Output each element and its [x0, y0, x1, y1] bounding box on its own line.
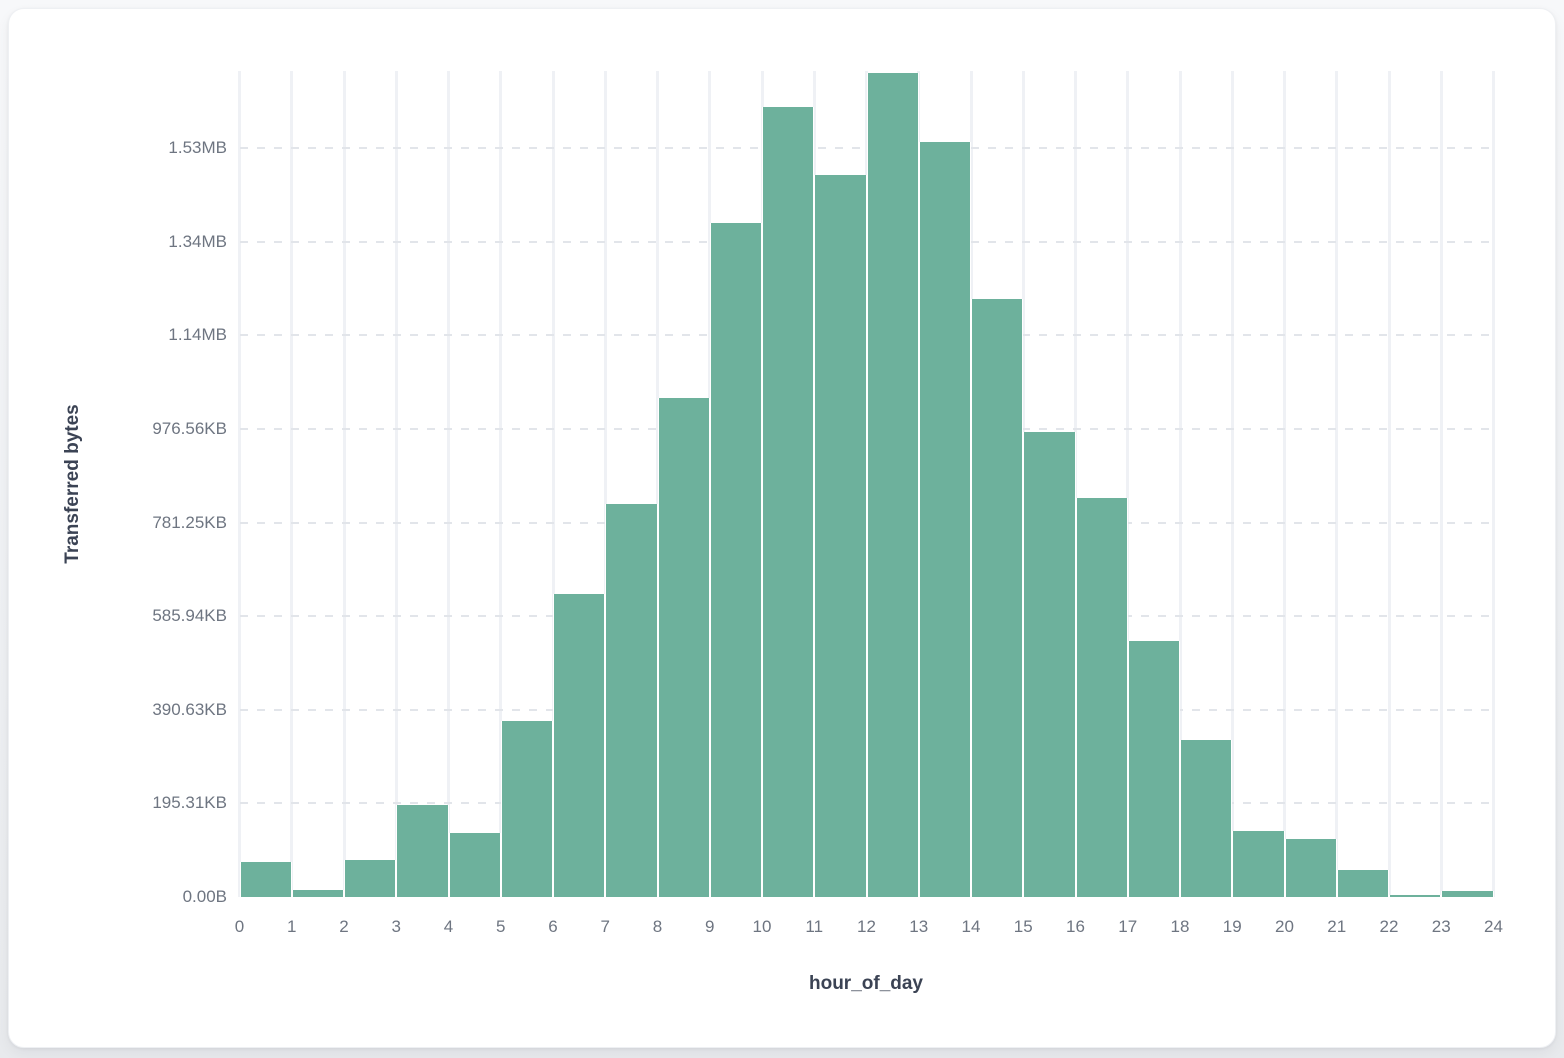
bar-hour-4[interactable]	[448, 832, 501, 897]
x-tick-label: 19	[1222, 917, 1242, 936]
x-tick-label: 8	[652, 917, 663, 936]
x-tick-label: 1	[287, 917, 297, 936]
bar-hour-13[interactable]	[918, 142, 971, 897]
y-tick-label: 1.14MB	[168, 325, 227, 345]
vertical-gridline	[290, 71, 294, 897]
x-tick-label: 20	[1275, 917, 1294, 936]
vertical-gridline	[394, 71, 398, 897]
vertical-gridline	[1178, 71, 1182, 897]
y-tick-label: 195.31KB	[152, 793, 227, 813]
plot-area	[238, 71, 1495, 897]
y-tick-label: 1.34MB	[168, 231, 227, 251]
x-tick-label: 13	[909, 917, 929, 936]
vertical-gridline	[1230, 71, 1234, 897]
vertical-gridline	[603, 71, 607, 897]
vertical-gridline	[1492, 71, 1495, 897]
bar-hour-9[interactable]	[709, 223, 762, 897]
vertical-gridline	[1074, 71, 1077, 897]
bar-hour-14[interactable]	[971, 298, 1024, 897]
x-tick-label: 7	[600, 917, 610, 936]
x-tick-label: 2	[339, 917, 349, 936]
y-tick-label: 976.56KB	[152, 419, 227, 438]
x-tick-label: 16	[1066, 917, 1085, 936]
bar-hour-18[interactable]	[1180, 740, 1233, 897]
x-tick-label: 14	[961, 917, 981, 936]
x-tick-label: 11	[805, 917, 824, 936]
x-tick-label: 18	[1170, 917, 1190, 936]
x-tick-label: 10	[752, 917, 772, 936]
bar-hour-8[interactable]	[657, 398, 710, 897]
bar-hour-11[interactable]	[814, 175, 867, 897]
bar-hour-10[interactable]	[762, 107, 815, 897]
bar-hour-1[interactable]	[291, 889, 344, 897]
vertical-gridline	[238, 71, 241, 897]
x-tick-label: 17	[1118, 917, 1138, 936]
vertical-gridline	[1387, 71, 1391, 897]
vertical-gridline	[1439, 71, 1443, 897]
x-tick-label: 12	[857, 917, 876, 936]
bar-hour-2[interactable]	[344, 860, 397, 897]
bar-hour-23[interactable]	[1441, 890, 1494, 897]
vertical-gridline	[1283, 71, 1286, 897]
vertical-gridline	[551, 71, 555, 897]
y-tick-label: 585.94KB	[152, 606, 227, 626]
chart-card: 0.00B 195.31KB 390.63KB 585.94KB 781.25KB 976…	[8, 8, 1556, 1048]
bar-hour-22[interactable]	[1389, 894, 1442, 897]
x-tick-label: 6	[548, 917, 558, 936]
vertical-gridline	[1126, 71, 1130, 897]
x-tick-label: 21	[1327, 917, 1347, 936]
bar-hour-19[interactable]	[1232, 831, 1285, 897]
bar-hour-3[interactable]	[396, 805, 449, 897]
vertical-gridline	[1335, 71, 1339, 897]
bar-hour-12[interactable]	[866, 72, 919, 897]
vertical-gridline	[342, 71, 346, 897]
x-tick-label: 5	[496, 917, 506, 936]
vertical-gridline	[447, 71, 450, 897]
bar-hour-0[interactable]	[239, 861, 292, 897]
bar-hour-17[interactable]	[1127, 641, 1180, 897]
bar-hour-16[interactable]	[1075, 497, 1128, 897]
bar-hour-5[interactable]	[500, 721, 553, 897]
x-tick-label: 22	[1379, 917, 1399, 936]
x-axis-title: hour_of_day	[808, 973, 924, 994]
x-tick-label: 23	[1431, 917, 1451, 936]
x-tick-label: 3	[391, 917, 401, 936]
x-tick-label: 9	[705, 917, 715, 936]
bar-hour-21[interactable]	[1336, 870, 1389, 897]
x-tick-label: 0	[234, 917, 245, 936]
vertical-gridline	[499, 71, 503, 897]
bar-hour-7[interactable]	[605, 503, 658, 897]
bar-hour-20[interactable]	[1284, 838, 1337, 897]
y-tick-label: 0.00B	[182, 887, 227, 906]
x-tick-label: 24	[1484, 917, 1503, 936]
y-axis-title: Transferred bytes	[62, 404, 83, 564]
bar-hour-15[interactable]	[1023, 431, 1076, 897]
x-tick-label: 4	[443, 917, 454, 936]
y-tick-label: 781.25KB	[152, 512, 227, 532]
y-tick-label: 1.53MB	[168, 138, 227, 158]
x-tick-label: 15	[1013, 917, 1033, 936]
y-tick-label: 390.63KB	[152, 699, 227, 719]
bar-hour-6[interactable]	[553, 593, 606, 897]
